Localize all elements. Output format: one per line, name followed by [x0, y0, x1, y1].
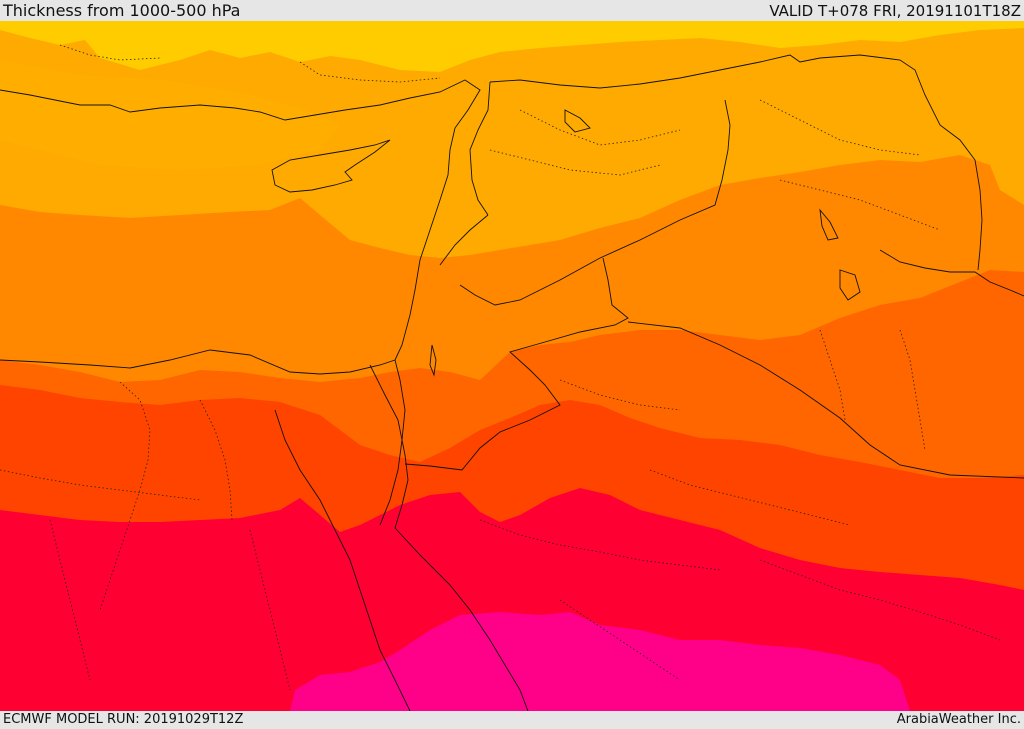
credit-label: ArabiaWeather Inc.	[896, 712, 1021, 727]
model-run-label: ECMWF MODEL RUN: 20191029T12Z	[3, 712, 244, 727]
thickness-map	[0, 21, 1024, 711]
header-bar: Thickness from 1000-500 hPa VALID T+078 …	[0, 0, 1024, 21]
footer-bar: ECMWF MODEL RUN: 20191029T12Z ArabiaWeat…	[0, 711, 1024, 729]
provincial-boundaries	[0, 44, 1001, 691]
valid-time-label: VALID T+078 FRI, 20191101T18Z	[769, 2, 1021, 20]
map-title: Thickness from 1000-500 hPa	[3, 1, 241, 20]
sea-warm-patch	[0, 60, 340, 170]
coastlines	[0, 79, 1024, 711]
band-7	[290, 612, 910, 711]
thickness-map-canvas	[0, 21, 1024, 711]
national-borders	[369, 54, 1024, 479]
